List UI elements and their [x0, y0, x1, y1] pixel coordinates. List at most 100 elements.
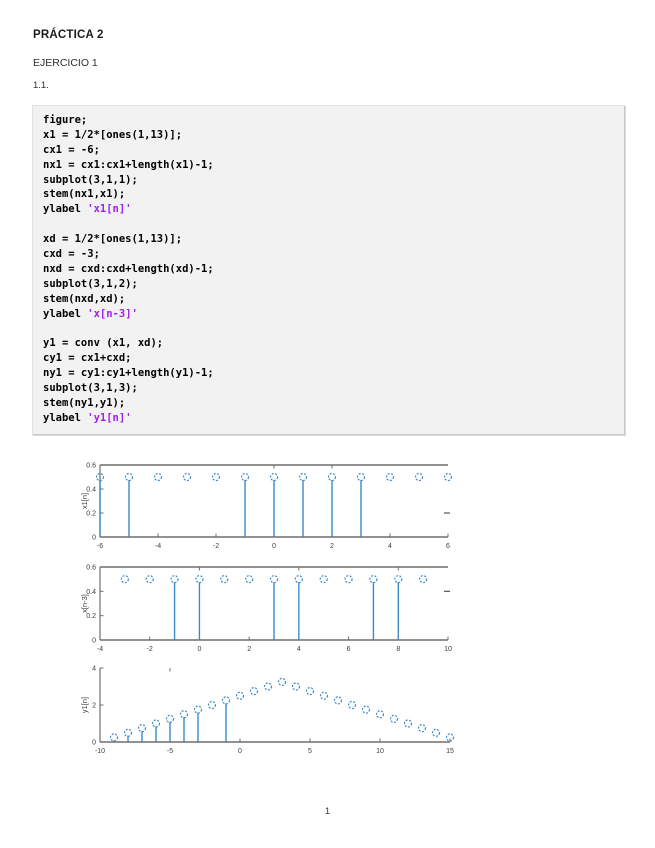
- svg-text:8: 8: [396, 646, 400, 653]
- stem-marker: [263, 682, 273, 691]
- svg-text:y1[n]: y1[n]: [80, 697, 89, 713]
- stem-marker: [235, 691, 245, 700]
- stem-marker: [245, 575, 254, 584]
- code-line: y1 = conv (x1, xd);: [43, 337, 164, 350]
- stem-marker: [443, 472, 453, 482]
- svg-text:0: 0: [92, 638, 96, 645]
- code-line: ylabel 'y1[n]': [43, 411, 132, 424]
- stem-marker: [431, 728, 441, 737]
- stem-marker: [153, 472, 163, 482]
- svg-text:x1[n]: x1[n]: [80, 493, 89, 509]
- stem-marker: [170, 575, 179, 584]
- stem-marker: [445, 733, 455, 742]
- stem-marker: [294, 575, 303, 584]
- stem-marker: [419, 575, 428, 584]
- svg-text:10: 10: [376, 748, 384, 755]
- stem-marker: [211, 472, 221, 482]
- stem-marker: [145, 575, 154, 584]
- svg-text:0.2: 0.2: [86, 511, 96, 518]
- svg-text:2: 2: [92, 703, 96, 710]
- svg-text:-2: -2: [147, 646, 153, 653]
- svg-text:0.6: 0.6: [86, 463, 96, 470]
- svg-text:6: 6: [347, 646, 351, 653]
- svg-text:4: 4: [388, 543, 392, 550]
- svg-text:0: 0: [238, 748, 242, 755]
- code-line: cx1 = -6;: [43, 143, 100, 156]
- svg-text:2: 2: [330, 543, 334, 550]
- stem-marker: [220, 575, 229, 584]
- stem-marker: [109, 733, 119, 742]
- stem-marker: [269, 575, 279, 584]
- stem-marker: [414, 472, 424, 482]
- subplot-1-x1n: -6 -4 -2 0 2 4 6 0 0.2 0.4 0.6 x1[n]: [80, 463, 453, 550]
- stem-marker: [356, 472, 366, 482]
- svg-text:0: 0: [197, 646, 201, 653]
- matlab-code-block: figure; x1 = 1/2*[ones(1,13)]; cx1 = -6; nx…: [32, 105, 625, 435]
- svg-text:-10: -10: [95, 748, 105, 755]
- subsection-label: 1.1.: [33, 80, 49, 91]
- code-line: subplot(3,1,1);: [43, 173, 138, 186]
- stem-marker: [240, 472, 250, 482]
- stem-marker: [347, 700, 357, 710]
- svg-text:-2: -2: [213, 543, 219, 550]
- stem-marker: [120, 575, 129, 584]
- code-line: cy1 = cx1+cxd;: [43, 352, 132, 365]
- svg-text:0.6: 0.6: [86, 565, 96, 572]
- code-line: [43, 217, 614, 232]
- stem-marker: [277, 677, 287, 686]
- stem-marker: [182, 472, 192, 482]
- subplot-3-y1n: -10 -5 0 5 10 15 0 2 4 y1[n]: [80, 666, 455, 755]
- code-line: ny1 = cy1:cy1+length(y1)-1;: [43, 367, 214, 380]
- stem-marker: [124, 472, 134, 482]
- page-number: 1: [324, 806, 331, 817]
- subplot-2-xn3: -4 -2 0 2 4 6 8 10 0 0.2 0.4 0.6 x[n-3]: [80, 565, 452, 654]
- code-line: ylabel 'x1[n]': [43, 203, 132, 216]
- code-line: subplot(3,1,2);: [43, 277, 138, 290]
- stem-marker: [137, 724, 147, 733]
- stem-marker: [394, 575, 403, 584]
- stem-marker: [319, 575, 328, 584]
- stem-marker: [361, 705, 371, 714]
- stem-marker: [123, 728, 133, 737]
- code-line: stem(nxd,xd);: [43, 292, 126, 305]
- svg-text:-5: -5: [167, 748, 173, 755]
- stem-marker: [385, 472, 395, 482]
- section-heading: EJERCICIO 1: [33, 57, 98, 69]
- stem-marker: [195, 575, 204, 584]
- svg-text:0: 0: [92, 535, 96, 542]
- code-string-literal: 'y1[n]': [87, 411, 132, 424]
- code-string-literal: 'x[n-3]': [87, 307, 138, 320]
- stem-marker: [389, 714, 399, 723]
- svg-text:10: 10: [444, 646, 452, 653]
- stem-marker: [298, 472, 308, 482]
- stem-marker: [193, 705, 203, 714]
- stem-marker: [151, 719, 161, 728]
- stem-marker: [305, 687, 315, 696]
- code-line: nx1 = cx1:cx1+length(x1)-1;: [43, 158, 214, 171]
- stem-marker: [207, 700, 217, 710]
- stem-marker: [269, 472, 279, 482]
- svg-text:0: 0: [272, 543, 276, 550]
- figure-stem-plots: -6 -4 -2 0 2 4 6 0 0.2 0.4 0.6 x1[n] -4 -2 0 2 4 6 8 10 0 0.2…: [80, 463, 455, 755]
- code-line: cxd = -3;: [43, 248, 100, 261]
- svg-text:4: 4: [92, 666, 96, 673]
- svg-text:6: 6: [446, 543, 450, 550]
- page-title: PRÁCTICA 2: [33, 29, 104, 41]
- stem-marker: [333, 696, 343, 705]
- stem-marker: [369, 575, 378, 584]
- stem-marker: [375, 710, 385, 719]
- svg-text:-4: -4: [155, 543, 161, 550]
- code-line: ylabel 'x[n-3]': [43, 307, 138, 320]
- code-line: stem(nx1,x1);: [43, 188, 126, 201]
- svg-text:2: 2: [247, 646, 251, 653]
- code-line: subplot(3,1,3);: [43, 382, 138, 395]
- code-line: [43, 321, 614, 336]
- stem-marker: [179, 710, 189, 719]
- stem-marker: [291, 682, 301, 691]
- code-line: stem(ny1,y1);: [43, 396, 126, 409]
- stem-marker: [95, 472, 105, 482]
- code-string-literal: 'x1[n]': [87, 203, 132, 216]
- code-line: figure;: [43, 114, 88, 126]
- stem-marker: [165, 714, 175, 723]
